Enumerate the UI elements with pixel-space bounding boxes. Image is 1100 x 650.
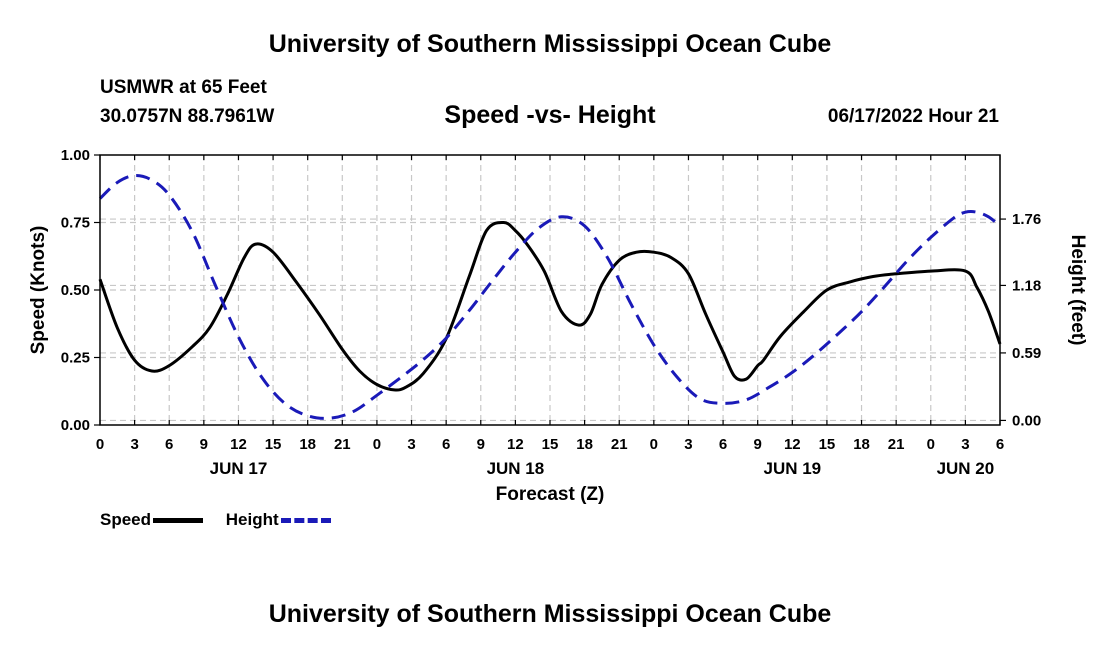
y-tick-label-right: 1.76 xyxy=(1012,211,1041,228)
chart-area: 0 3 6 9 12 15 18 21 0 3 6 9 12 15 18 21 0 3 6 9 12 15 18 21 0 3 6J… xyxy=(28,147,1088,505)
x-tick-label: 12 xyxy=(230,436,247,453)
x-tick-label: 0 xyxy=(96,436,104,453)
x-tick-label: 9 xyxy=(200,436,208,453)
chart-subtitle: Speed -vs- Height xyxy=(444,101,656,129)
y-tick-label-right: 0.00 xyxy=(1012,412,1041,429)
date-label: JUN 17 xyxy=(210,459,268,478)
x-tick-label: 21 xyxy=(611,436,628,453)
datetime-label: 06/17/2022 Hour 21 xyxy=(827,106,999,127)
x-tick-label: 18 xyxy=(853,436,870,453)
x-tick-label: 6 xyxy=(165,436,173,453)
y-tick-label-left: 0.00 xyxy=(61,417,90,434)
y-axis-label-left: Speed (Knots) xyxy=(28,226,49,355)
x-tick-label: 12 xyxy=(507,436,524,453)
x-tick-label: 0 xyxy=(927,436,935,453)
date-label: JUN 18 xyxy=(487,459,545,478)
x-tick-label: 3 xyxy=(961,436,969,453)
speed-series-line xyxy=(98,220,1002,392)
x-tick-label: 3 xyxy=(684,436,692,453)
legend-height-label: Height xyxy=(225,510,279,529)
x-axis-label: Forecast (Z) xyxy=(496,484,605,505)
x-tick-label: 21 xyxy=(334,436,351,453)
x-tick-label: 15 xyxy=(265,436,282,453)
legend-item-height: Height xyxy=(226,510,331,530)
axis-layer: 0 3 6 9 12 15 18 21 0 3 6 9 12 15 18 21 0 3 6 9 12 15 18 21 0 3 6J… xyxy=(61,147,1041,478)
main-title: University of Southern Mississippi Ocean… xyxy=(268,30,832,58)
x-tick-label: 3 xyxy=(407,436,415,453)
legend-item-speed: Speed xyxy=(100,510,204,530)
date-label: JUN 19 xyxy=(763,459,821,478)
x-tick-label: 3 xyxy=(130,436,138,453)
y-tick-label-left: 0.50 xyxy=(61,282,90,299)
legend-height-swatch xyxy=(280,517,331,523)
x-tick-label: 18 xyxy=(576,436,593,453)
x-tick-label: 6 xyxy=(442,436,450,453)
y-tick-label-left: 1.00 xyxy=(61,147,90,164)
x-tick-label: 15 xyxy=(819,436,836,453)
x-tick-label: 21 xyxy=(888,436,905,453)
x-tick-label: 0 xyxy=(650,436,658,453)
grid-layer xyxy=(100,155,1000,425)
height-series-line xyxy=(98,174,1001,420)
y-tick-label-right: 0.59 xyxy=(1012,345,1041,362)
series-layer xyxy=(98,174,1002,420)
x-tick-label: 12 xyxy=(784,436,801,453)
x-tick-label: 6 xyxy=(719,436,727,453)
date-label: JUN 20 xyxy=(937,459,995,478)
y-tick-label-left: 0.25 xyxy=(61,350,90,367)
y-axis-label-right: Height (feet) xyxy=(1067,235,1088,346)
x-tick-label: 9 xyxy=(754,436,762,453)
y-tick-label-left: 0.75 xyxy=(61,215,90,232)
legend-speed-swatch xyxy=(153,517,204,523)
footer-title: University of Southern Mississippi Ocean… xyxy=(268,600,832,628)
x-tick-label: 0 xyxy=(373,436,381,453)
legend-speed-label: Speed xyxy=(100,510,152,529)
x-tick-label: 6 xyxy=(996,436,1004,453)
y-tick-label-right: 1.18 xyxy=(1012,277,1041,294)
x-tick-label: 15 xyxy=(542,436,559,453)
station-label: USMWR at 65 Feet xyxy=(100,77,267,98)
legend: Speed Height xyxy=(100,510,349,530)
x-tick-label: 9 xyxy=(477,436,485,453)
x-tick-label: 18 xyxy=(299,436,316,453)
coordinates-label: 30.0757N 88.7961W xyxy=(100,106,275,127)
